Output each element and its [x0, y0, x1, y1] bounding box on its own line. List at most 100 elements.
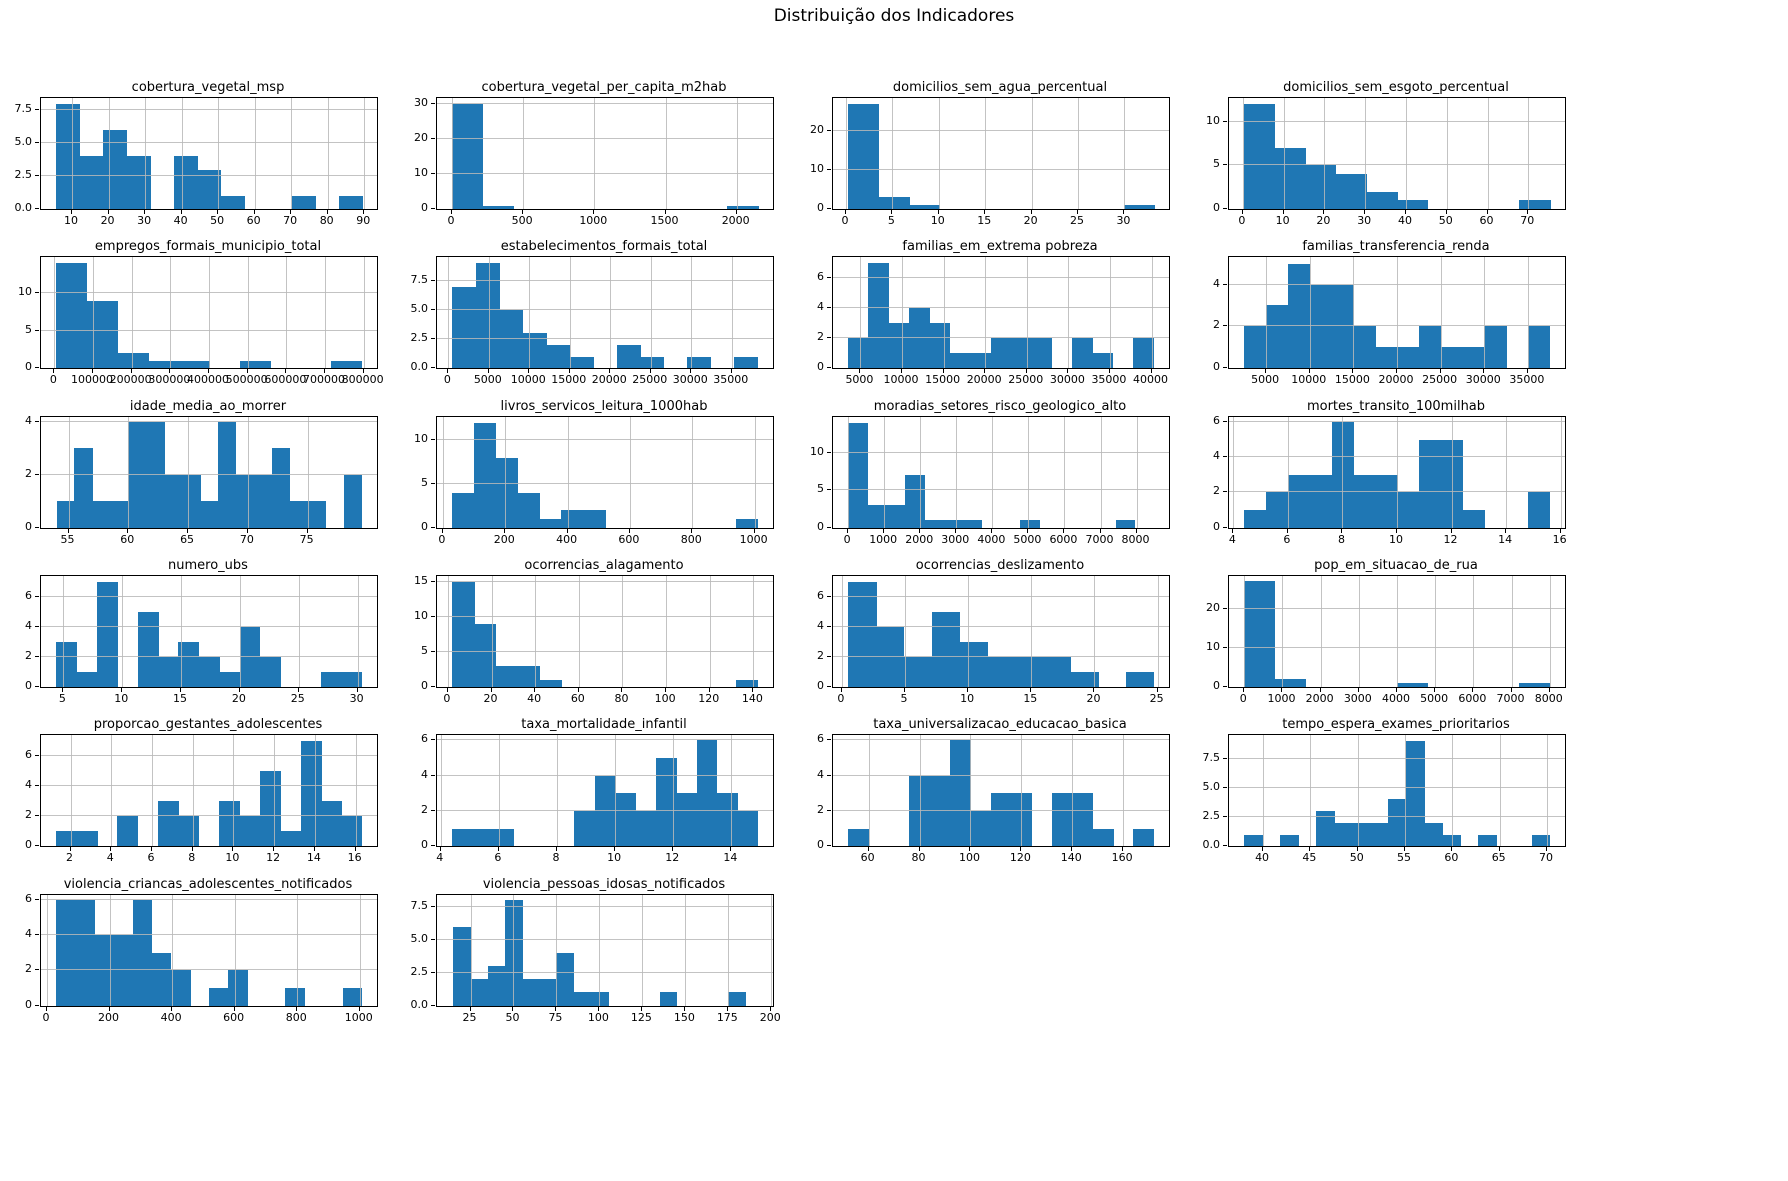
gridline	[1324, 98, 1326, 209]
x-tick	[358, 1006, 360, 1011]
x-tick-label: 14	[306, 851, 321, 865]
histogram-bar	[300, 741, 322, 847]
gridline	[172, 894, 174, 1006]
gridline	[274, 735, 276, 847]
x-tick	[730, 369, 732, 374]
y-tick	[431, 938, 435, 940]
y-tick-label: 4	[1213, 449, 1220, 463]
y-tick	[431, 580, 435, 582]
y-tick-label: 2	[421, 802, 428, 816]
histogram-bar	[74, 448, 93, 528]
y-tick	[1223, 420, 1227, 422]
x-tick	[901, 369, 903, 374]
x-tick-label: 65	[180, 532, 195, 546]
y-tick	[431, 615, 435, 617]
gridline	[297, 894, 299, 1006]
histogram-bar	[94, 935, 115, 1006]
y-tick-label: 2	[817, 330, 824, 344]
gridline	[1078, 98, 1080, 209]
gridline	[1357, 735, 1359, 847]
gridline	[505, 416, 507, 528]
x-tick	[169, 369, 171, 374]
x-tick-label: 1500	[650, 214, 679, 227]
gridline	[833, 739, 1169, 741]
x-tick-label: 70	[239, 532, 254, 546]
histogram-bar	[482, 205, 514, 209]
x-tick	[991, 528, 993, 533]
x-tick	[504, 528, 506, 533]
x-tick-label: 20	[1023, 214, 1038, 227]
histogram-bar	[75, 899, 96, 1006]
x-tick	[522, 210, 524, 214]
gridline	[209, 257, 210, 369]
x-tick-label: 10	[607, 851, 622, 865]
gridline	[192, 735, 194, 847]
histogram-bar	[342, 987, 363, 1006]
histogram-bar	[1244, 581, 1276, 687]
x-tick	[753, 528, 755, 533]
histogram-bar	[574, 810, 596, 847]
x-tick-label: 100	[654, 691, 676, 705]
y-tick	[431, 367, 435, 369]
x-tick	[1027, 528, 1029, 533]
gridline	[833, 489, 1169, 491]
gridline	[1506, 416, 1508, 528]
gridline	[845, 98, 847, 209]
histogram-bar	[1274, 147, 1306, 209]
histogram-bar	[959, 641, 988, 687]
x-tick-label: 100000	[71, 373, 113, 387]
histogram-bar	[259, 656, 281, 687]
gridline	[359, 894, 361, 1006]
gridline	[1136, 416, 1138, 528]
gridline	[1229, 607, 1565, 609]
y-tick-label: 5.0	[14, 135, 33, 149]
y-tick	[1223, 815, 1227, 817]
y-tick-label: 10	[810, 162, 824, 176]
x-tick-label: 40	[1397, 214, 1412, 227]
x-tick	[1439, 369, 1441, 374]
y-tick-label: 4	[25, 778, 32, 792]
histogram-bar	[848, 828, 870, 847]
x-tick	[840, 687, 842, 692]
y-tick-label: 0	[817, 678, 824, 692]
x-tick	[1451, 847, 1453, 852]
gridline	[1358, 575, 1360, 687]
y-tick	[35, 473, 39, 475]
plot-area	[40, 97, 378, 210]
x-tick-label: 200000	[109, 373, 152, 387]
x-tick-label: 10000	[1291, 373, 1327, 387]
x-tick	[1364, 210, 1366, 214]
histogram-bar	[517, 492, 541, 528]
y-tick	[35, 785, 39, 787]
y-tick	[1223, 283, 1227, 285]
gridline	[41, 473, 377, 475]
gridline	[1440, 257, 1442, 369]
x-tick-label: 55	[60, 532, 75, 546]
histogram-bar	[228, 970, 248, 1006]
histogram-bar	[1462, 509, 1485, 528]
x-tick	[107, 210, 109, 214]
gridline	[1549, 575, 1551, 687]
y-tick	[827, 595, 831, 597]
histogram-bar	[1527, 492, 1551, 528]
y-tick	[827, 739, 831, 741]
y-tick	[827, 277, 831, 279]
x-tick-label: 400000	[187, 373, 229, 387]
x-tick-label: 15	[977, 214, 992, 227]
histogram-bar	[259, 771, 281, 847]
histogram-bar	[735, 518, 759, 528]
x-tick-label: 35000	[713, 373, 749, 387]
x-tick	[1020, 847, 1022, 852]
histogram-bar	[635, 810, 657, 847]
panel-title: ocorrencias_deslizamento	[915, 557, 1085, 573]
gridline	[1547, 735, 1549, 847]
histogram-bar	[931, 611, 960, 687]
y-tick	[35, 208, 39, 209]
x-tick	[180, 687, 182, 692]
gridline	[905, 575, 906, 687]
y-tick-label: 5.0	[410, 931, 429, 945]
gridline	[673, 735, 675, 847]
gridline	[1282, 575, 1284, 687]
histogram-bar	[1070, 671, 1099, 687]
y-tick	[1223, 120, 1227, 122]
